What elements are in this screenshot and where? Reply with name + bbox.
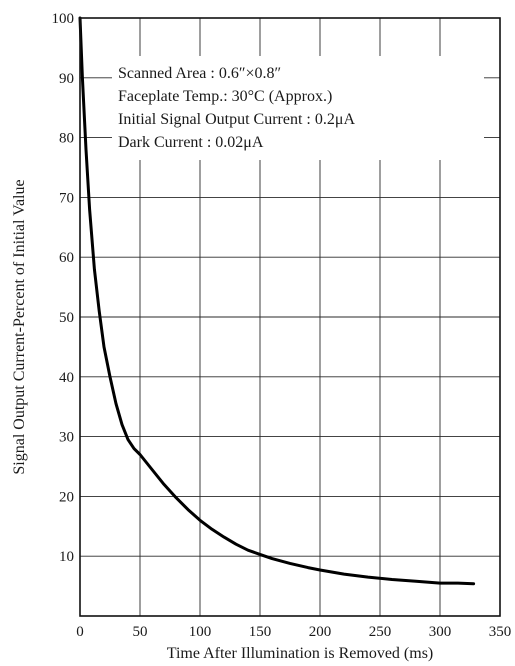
x-tick-label: 0 — [76, 624, 84, 640]
x-tick-label: 300 — [429, 624, 452, 640]
y-tick-label: 50 — [59, 310, 74, 326]
x-axis-title: Time After Illumination is Removed (ms) — [167, 645, 434, 662]
x-tick-label: 150 — [249, 624, 272, 640]
y-tick-label: 20 — [59, 489, 74, 505]
annotation-line: Faceplate Temp.: 30°C (Approx.) — [118, 88, 332, 105]
plot-frame — [79, 17, 501, 617]
y-tick-label: 100 — [52, 11, 75, 27]
annotation-line: Scanned Area : 0.6″×0.8″ — [118, 65, 281, 82]
y-tick-label: 70 — [59, 190, 74, 206]
curve-layer — [78, 16, 476, 586]
tick-labels: 0 50 100 150 200 250 300 350 10 20 30 40 50 60 70 80 90 1… — [52, 11, 512, 640]
annotation-line: Initial Signal Output Current : 0.2μA — [118, 111, 355, 128]
y-tick-label: 60 — [59, 250, 74, 266]
annotation-line: Dark Current : 0.02μA — [118, 134, 264, 151]
decay-curve — [78, 16, 476, 586]
y-tick-label: 30 — [59, 430, 74, 446]
annotation-box — [112, 56, 484, 160]
x-tick-label: 250 — [369, 624, 392, 640]
y-tick-label: 40 — [59, 370, 74, 386]
y-tick-label: 10 — [59, 549, 74, 565]
y-axis-title: Signal Output Current‐Percent of Initial… — [11, 179, 28, 474]
annotation-group: Scanned Area : 0.6″×0.8″ Faceplate Temp.:… — [118, 65, 355, 151]
x-tick-label: 100 — [189, 624, 212, 640]
x-tick-label: 350 — [489, 624, 512, 640]
x-tick-label: 200 — [309, 624, 332, 640]
y-tick-label: 90 — [59, 71, 74, 87]
y-tick-label: 80 — [59, 131, 74, 147]
x-tick-label: 50 — [133, 624, 148, 640]
